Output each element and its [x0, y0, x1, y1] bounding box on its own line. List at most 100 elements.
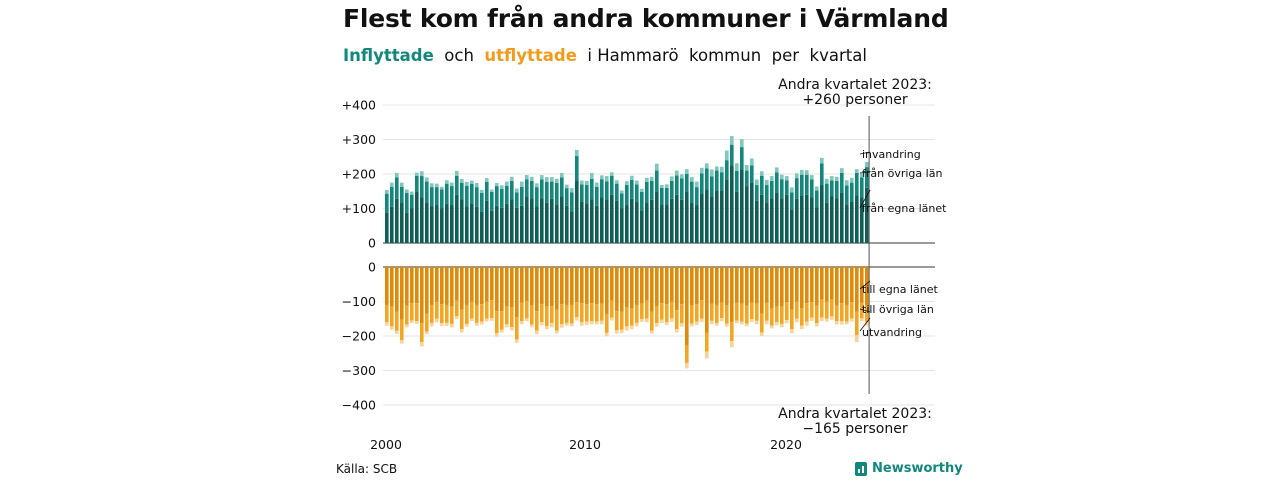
bar-in-own-county — [735, 191, 739, 243]
bar-out-other-counties — [605, 313, 609, 333]
bar-out-other-counties — [720, 302, 724, 319]
bar-out-other-counties — [710, 303, 714, 321]
bar-out-other-counties — [655, 305, 659, 324]
bar-emigration — [390, 326, 394, 330]
bar-in-own-county — [675, 194, 679, 243]
bar-immigration — [775, 167, 779, 173]
bar-in-own-county — [520, 205, 524, 243]
bar-out-other-counties — [535, 311, 539, 331]
bar-immigration — [855, 169, 859, 173]
bar-out-own-county — [600, 267, 604, 304]
bar-out-other-counties — [575, 302, 579, 318]
bar-out-own-county — [630, 267, 634, 309]
bar-emigration — [800, 325, 804, 330]
bar-emigration — [480, 321, 484, 325]
bar-in-other-counties — [690, 181, 694, 203]
bar-immigration — [645, 177, 649, 182]
bar-out-own-county — [530, 267, 534, 306]
bar-out-other-counties — [595, 304, 599, 322]
bar-emigration — [585, 321, 589, 325]
chart-subtitle: Inflyttade och utflyttade i Hammarö komm… — [343, 46, 867, 65]
bar-immigration — [850, 177, 854, 183]
bar-in-own-county — [835, 198, 839, 243]
bar-immigration — [550, 177, 554, 182]
bar-in-own-county — [825, 202, 829, 243]
bar-in-own-county — [850, 201, 854, 243]
bar-out-own-county — [480, 267, 484, 305]
bar-immigration — [405, 189, 409, 193]
bar-out-own-county — [435, 267, 439, 302]
bar-out-own-county — [680, 267, 684, 305]
bar-in-own-county — [690, 202, 694, 243]
bar-in-own-county — [405, 212, 409, 243]
bar-in-other-counties — [460, 182, 464, 200]
bar-in-own-county — [750, 182, 754, 243]
bar-immigration — [435, 183, 439, 188]
bar-emigration — [385, 322, 389, 326]
bar-immigration — [420, 171, 424, 177]
bar-out-other-counties — [740, 303, 744, 322]
bar-in-other-counties — [760, 175, 764, 195]
bar-in-own-county — [550, 198, 554, 243]
bar-in-own-county — [595, 205, 599, 243]
bar-emigration — [695, 321, 699, 325]
bar-emigration — [710, 320, 714, 325]
bar-in-own-county — [510, 199, 514, 243]
bar-in-other-counties — [750, 165, 754, 183]
bar-in-other-counties — [500, 188, 504, 208]
bar-in-own-county — [420, 197, 424, 243]
bar-emigration — [520, 321, 524, 325]
bar-in-other-counties — [685, 174, 689, 192]
bar-in-other-counties — [625, 185, 629, 206]
bar-in-other-counties — [695, 187, 699, 206]
bar-in-own-county — [430, 206, 434, 243]
bar-in-other-counties — [550, 181, 554, 199]
bar-emigration — [660, 319, 664, 323]
bar-immigration — [425, 177, 429, 182]
bar-in-own-county — [660, 204, 664, 243]
bar-in-own-county — [645, 202, 649, 243]
bar-out-other-counties — [475, 304, 479, 323]
bar-out-other-counties — [785, 302, 789, 321]
bar-out-own-county — [400, 267, 404, 320]
bar-emigration — [515, 339, 519, 343]
bar-immigration — [835, 176, 839, 181]
bar-out-own-county — [635, 267, 639, 305]
bar-emigration — [400, 340, 404, 344]
bar-out-other-counties — [410, 303, 414, 321]
bar-in-own-county — [740, 169, 744, 243]
y-tick-label-bottom: −100 — [342, 294, 376, 309]
bar-emigration — [610, 317, 614, 321]
bar-out-other-counties — [730, 322, 734, 342]
bar-emigration — [810, 317, 814, 321]
bar-immigration — [580, 180, 584, 185]
bar-in-own-county — [815, 207, 819, 243]
bar-in-other-counties — [480, 192, 484, 212]
bar-in-own-county — [530, 198, 534, 243]
bar-out-other-counties — [735, 302, 739, 321]
bar-immigration — [720, 166, 724, 173]
bar-in-other-counties — [700, 173, 704, 195]
bar-immigration — [440, 186, 444, 190]
series-label-top: invandring — [862, 148, 921, 161]
bar-out-own-county — [665, 267, 669, 305]
bar-in-other-counties — [770, 180, 774, 199]
bar-immigration — [825, 178, 829, 184]
brand-logo[interactable]: Newsworthy — [855, 461, 963, 476]
bar-immigration — [690, 177, 694, 182]
bar-in-own-county — [635, 201, 639, 243]
bar-in-own-county — [685, 191, 689, 243]
bar-out-own-county — [860, 267, 864, 303]
bar-out-own-county — [450, 267, 454, 307]
bar-emigration — [495, 333, 499, 337]
bar-emigration — [765, 320, 769, 325]
bar-out-own-county — [475, 267, 479, 305]
bar-in-other-counties — [840, 172, 844, 193]
bar-out-own-county — [510, 267, 514, 308]
bar-out-other-counties — [815, 305, 819, 324]
bar-emigration — [395, 330, 399, 334]
bar-out-own-county — [770, 267, 774, 309]
bar-in-other-counties — [615, 183, 619, 201]
bar-emigration — [775, 322, 779, 326]
bar-immigration — [680, 174, 684, 179]
